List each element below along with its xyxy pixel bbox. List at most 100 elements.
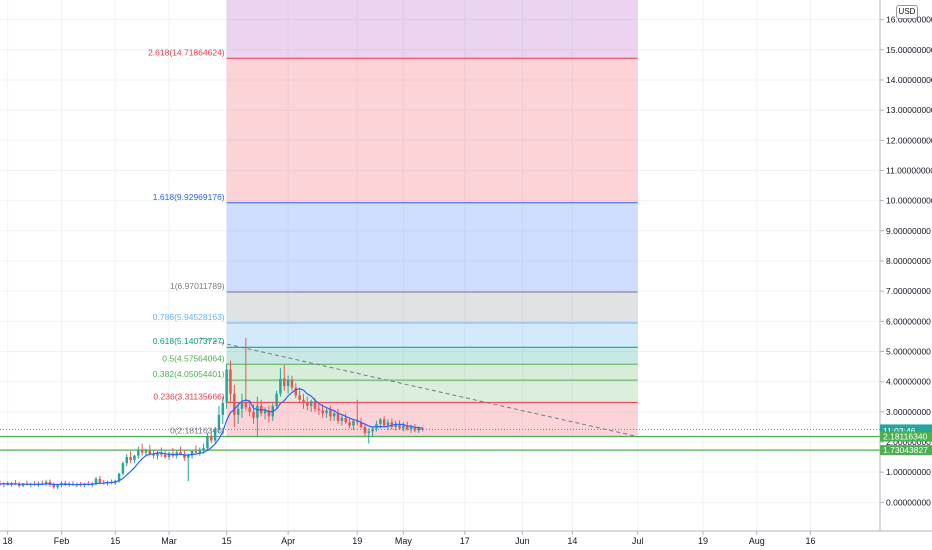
fibonacci-labels: 0(2.18116340) 0.236(3.31135666) 0.382(4.05…	[148, 47, 225, 435]
candle-body	[359, 422, 363, 427]
candle-body	[98, 478, 102, 483]
candle-body	[402, 425, 405, 429]
candle-body	[252, 411, 255, 418]
candle-body	[336, 413, 340, 421]
fib-zone	[226, 202, 638, 293]
price-label-box	[880, 426, 932, 437]
candle-body	[117, 473, 121, 482]
candle-body	[56, 485, 59, 488]
candle-body	[163, 454, 167, 458]
price-tick-label: 16.00000000	[886, 15, 932, 25]
fib-level-label: 0(2.18116340)	[170, 426, 225, 436]
fib-level-label: 1.618(9.92969176)	[153, 192, 225, 202]
fib-zone	[226, 0, 638, 59]
candle-body	[309, 401, 313, 406]
candle-body	[313, 401, 317, 409]
candle-body	[64, 483, 67, 485]
candle-body	[44, 481, 48, 485]
fib-level-label: 2.618(14.71864624)	[148, 47, 225, 57]
price-axis-labels: 0.00000000 1.00000000 2.00000000 3.00000000…	[880, 15, 932, 507]
candle-body	[244, 402, 248, 408]
price-tick-label: 15.00000000	[886, 45, 932, 55]
candle-body	[344, 417, 347, 423]
price-tick-label: 2.00000000	[886, 437, 931, 447]
candle-body	[398, 423, 401, 429]
candle-body	[267, 410, 271, 417]
price-tick-label: 8.00000000	[886, 256, 931, 266]
candle-body	[325, 410, 328, 414]
candle-body	[390, 422, 394, 427]
candle-body	[52, 484, 56, 488]
candle-body	[298, 395, 301, 400]
trend-line	[199, 337, 638, 438]
price-tick-label: 14.00000000	[886, 75, 932, 85]
candle-body	[152, 454, 155, 456]
fib-zone	[226, 292, 638, 323]
candle-body	[167, 453, 171, 458]
trend-line-segment	[199, 337, 638, 438]
candle-body	[421, 428, 424, 430]
candle-body	[386, 422, 390, 426]
candle-body	[283, 378, 286, 387]
candle-body	[413, 426, 417, 431]
candle-body	[294, 387, 298, 396]
price-tick-label: 5.00000000	[886, 346, 931, 356]
candle-body	[371, 428, 374, 432]
horizontal-lines	[0, 435, 880, 451]
fib-zone	[226, 402, 638, 437]
candle-body	[240, 402, 244, 409]
candle-body	[352, 420, 355, 426]
moving-average	[0, 388, 423, 486]
time-tick-label: 15	[222, 536, 232, 546]
moving-average-line	[0, 388, 423, 486]
candle-body	[156, 452, 159, 456]
price-tick-label: 10.00000000	[886, 196, 932, 206]
fib-zone	[226, 58, 638, 203]
candle-body	[194, 451, 198, 453]
candle-body	[229, 369, 232, 394]
price-label-text: 1.73043827	[883, 445, 928, 455]
candle-body	[405, 425, 409, 430]
chart-grid	[0, 0, 880, 531]
candle-body	[233, 393, 236, 415]
candle-body	[129, 457, 132, 461]
candle-body	[306, 402, 309, 406]
time-tick-label: Apr	[281, 536, 295, 546]
candle-body	[302, 399, 305, 403]
candle-body	[202, 448, 205, 450]
price-tick-label: 0.00000000	[886, 497, 931, 507]
time-tick-label: May	[395, 536, 413, 546]
candle-body	[417, 428, 420, 431]
price-tick-label: 1.00000000	[886, 467, 931, 477]
time-tick-label: 19	[352, 536, 362, 546]
candle-body	[210, 435, 213, 441]
fib-zone	[226, 322, 638, 348]
candle-body	[121, 463, 125, 474]
candle-body	[137, 449, 140, 456]
candle-body	[17, 484, 21, 486]
time-tick-label: 17	[460, 536, 470, 546]
currency-badge[interactable]: USD	[896, 5, 918, 19]
candle-body	[340, 417, 344, 421]
candle-body	[356, 420, 359, 423]
fib-zone	[226, 347, 638, 365]
candle-body	[183, 454, 186, 458]
fib-level-label: 0.786(5.94528163)	[153, 312, 225, 322]
candle-body	[213, 429, 217, 441]
candle-body	[148, 450, 152, 455]
candle-body	[236, 408, 240, 415]
candle-body	[186, 455, 190, 458]
candle-body	[321, 410, 324, 414]
time-tick-label: Feb	[54, 536, 70, 546]
candle-body	[332, 413, 336, 417]
time-tick-label: Mar	[161, 536, 177, 546]
price-tick-label: 4.00000000	[886, 377, 931, 387]
price-label-text: 2.18116340	[883, 432, 928, 442]
candle-body	[248, 407, 251, 412]
price-tick-label: 13.00000000	[886, 105, 932, 115]
price-tick-label: 11.00000000	[886, 165, 932, 175]
time-tick-label: 14	[567, 536, 577, 546]
time-tick-label: 16	[806, 536, 816, 546]
